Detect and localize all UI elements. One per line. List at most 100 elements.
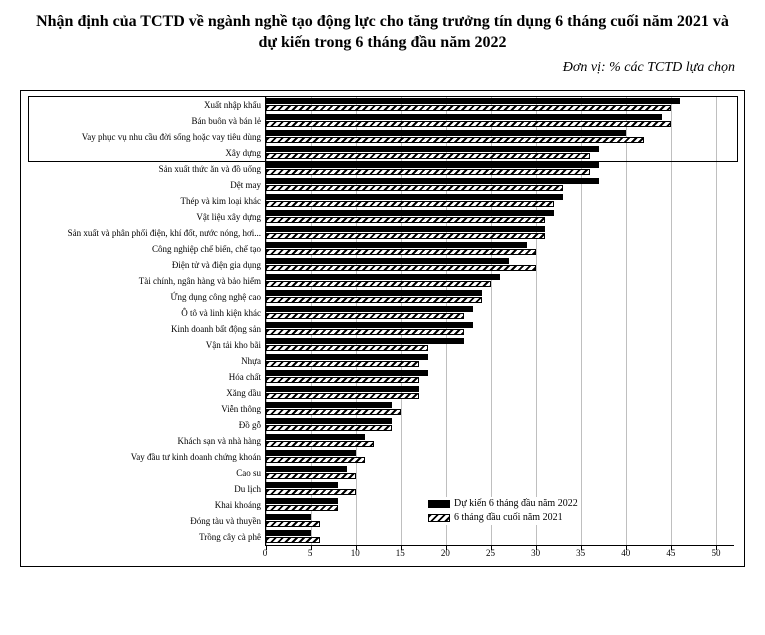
y-axis-label: Kinh doanh bất động sản bbox=[27, 321, 261, 337]
bar-s2022 bbox=[266, 514, 311, 520]
y-axis-label: Trồng cây cà phê bbox=[27, 529, 261, 545]
bar-s2021 bbox=[266, 281, 491, 287]
x-tick-label: 10 bbox=[351, 548, 360, 558]
bar-s2021 bbox=[266, 345, 428, 351]
bar-s2021 bbox=[266, 409, 401, 415]
bar-row bbox=[266, 177, 734, 193]
bar-row bbox=[266, 369, 734, 385]
x-tick-label: 50 bbox=[711, 548, 720, 558]
bar-row bbox=[266, 209, 734, 225]
bar-s2021 bbox=[266, 153, 590, 159]
bar-s2021 bbox=[266, 441, 374, 447]
bar-s2022 bbox=[266, 210, 554, 216]
bar-row bbox=[266, 257, 734, 273]
bar-s2022 bbox=[266, 162, 599, 168]
bar-s2021 bbox=[266, 201, 554, 207]
bar-s2022 bbox=[266, 338, 464, 344]
bar-row bbox=[266, 353, 734, 369]
legend-label: 6 tháng đầu cuối năm 2021 bbox=[454, 512, 563, 523]
bar-s2022 bbox=[266, 258, 509, 264]
y-axis-label: Xây dựng bbox=[27, 145, 261, 161]
y-axis-label: Sản xuất thức ăn và đồ uống bbox=[27, 161, 261, 177]
y-axis-label: Vận tải kho bãi bbox=[27, 337, 261, 353]
bar-s2021 bbox=[266, 393, 419, 399]
bar-s2022 bbox=[266, 466, 347, 472]
bar-s2022 bbox=[266, 370, 428, 376]
bar-s2022 bbox=[266, 114, 662, 120]
bar-row bbox=[266, 241, 734, 257]
y-axis-label: Khách sạn và nhà hàng bbox=[27, 433, 261, 449]
bar-s2022 bbox=[266, 530, 311, 536]
chart-title: Nhận định của TCTD về ngành nghề tạo độn… bbox=[33, 12, 733, 54]
y-axis-label: Thép và kim loại khác bbox=[27, 193, 261, 209]
plot-wrap: Xuất nhập khẩuBán buôn và bán lẻVay phục… bbox=[27, 97, 734, 546]
bar-s2022 bbox=[266, 290, 482, 296]
bar-s2022 bbox=[266, 226, 545, 232]
bar-s2021 bbox=[266, 489, 356, 495]
bar-s2022 bbox=[266, 146, 599, 152]
bar-row bbox=[266, 97, 734, 113]
legend-label: Dự kiến 6 tháng đầu năm 2022 bbox=[454, 498, 578, 509]
chart-container: Xuất nhập khẩuBán buôn và bán lẻVay phục… bbox=[20, 90, 745, 567]
bar-s2021 bbox=[266, 521, 320, 527]
y-axis-label: Ứng dụng công nghệ cao bbox=[27, 289, 261, 305]
bar-s2021 bbox=[266, 505, 338, 511]
bar-s2021 bbox=[266, 169, 590, 175]
legend-swatch bbox=[428, 514, 450, 522]
legend-item: 6 tháng đầu cuối năm 2021 bbox=[428, 511, 578, 525]
bar-row bbox=[266, 161, 734, 177]
y-axis-label: Dệt may bbox=[27, 177, 261, 193]
bar-row bbox=[266, 465, 734, 481]
bar-s2021 bbox=[266, 329, 464, 335]
y-axis-label: Xuất nhập khẩu bbox=[27, 97, 261, 113]
bar-s2021 bbox=[266, 537, 320, 543]
x-tick-label: 20 bbox=[441, 548, 450, 558]
bar-s2021 bbox=[266, 377, 419, 383]
y-axis-label: Cao su bbox=[27, 465, 261, 481]
bar-s2022 bbox=[266, 354, 428, 360]
plot-area: Dự kiến 6 tháng đầu năm 2022 6 tháng đầu … bbox=[265, 97, 734, 546]
bar-row bbox=[266, 449, 734, 465]
bar-s2022 bbox=[266, 98, 680, 104]
bar-row bbox=[266, 321, 734, 337]
y-axis-label: Điện tử và điện gia dụng bbox=[27, 257, 261, 273]
y-axis-label: Sản xuất và phân phối điện, khí đốt, nướ… bbox=[27, 225, 261, 241]
y-axis-label: Xăng dầu bbox=[27, 385, 261, 401]
bar-row bbox=[266, 225, 734, 241]
y-axis-label: Du lịch bbox=[27, 481, 261, 497]
bar-s2022 bbox=[266, 130, 626, 136]
y-axis-label: Tài chính, ngân hàng và bảo hiểm bbox=[27, 273, 261, 289]
bar-s2021 bbox=[266, 265, 536, 271]
bar-s2021 bbox=[266, 217, 545, 223]
bar-row bbox=[266, 417, 734, 433]
y-axis-label: Hóa chất bbox=[27, 369, 261, 385]
bar-row bbox=[266, 113, 734, 129]
legend-item: Dự kiến 6 tháng đầu năm 2022 bbox=[428, 497, 578, 511]
bar-s2021 bbox=[266, 105, 671, 111]
y-axis-label: Vay đầu tư kinh doanh chứng khoán bbox=[27, 449, 261, 465]
bar-s2021 bbox=[266, 249, 536, 255]
y-axis-label: Viễn thông bbox=[27, 401, 261, 417]
x-tick-label: 25 bbox=[486, 548, 495, 558]
y-axis-label: Bán buôn và bán lẻ bbox=[27, 113, 261, 129]
x-tick-label: 5 bbox=[308, 548, 313, 558]
x-tick-label: 0 bbox=[263, 548, 268, 558]
x-tick-label: 35 bbox=[576, 548, 585, 558]
bar-s2022 bbox=[266, 178, 599, 184]
bar-s2021 bbox=[266, 425, 392, 431]
x-tick-label: 45 bbox=[666, 548, 675, 558]
y-axis-label: Đồ gỗ bbox=[27, 417, 261, 433]
x-tick-label: 40 bbox=[621, 548, 630, 558]
bar-s2022 bbox=[266, 194, 563, 200]
y-axis-label: Ô tô và linh kiện khác bbox=[27, 305, 261, 321]
bar-s2021 bbox=[266, 473, 356, 479]
x-tick-label: 30 bbox=[531, 548, 540, 558]
bar-s2022 bbox=[266, 274, 500, 280]
bar-s2021 bbox=[266, 297, 482, 303]
bar-row bbox=[266, 481, 734, 497]
bar-s2022 bbox=[266, 322, 473, 328]
bar-s2021 bbox=[266, 137, 644, 143]
x-axis: 05101520253035404550 bbox=[265, 546, 734, 560]
y-axis-label: Vay phục vụ nhu cầu đời sống hoặc vay ti… bbox=[27, 129, 261, 145]
bar-row bbox=[266, 385, 734, 401]
